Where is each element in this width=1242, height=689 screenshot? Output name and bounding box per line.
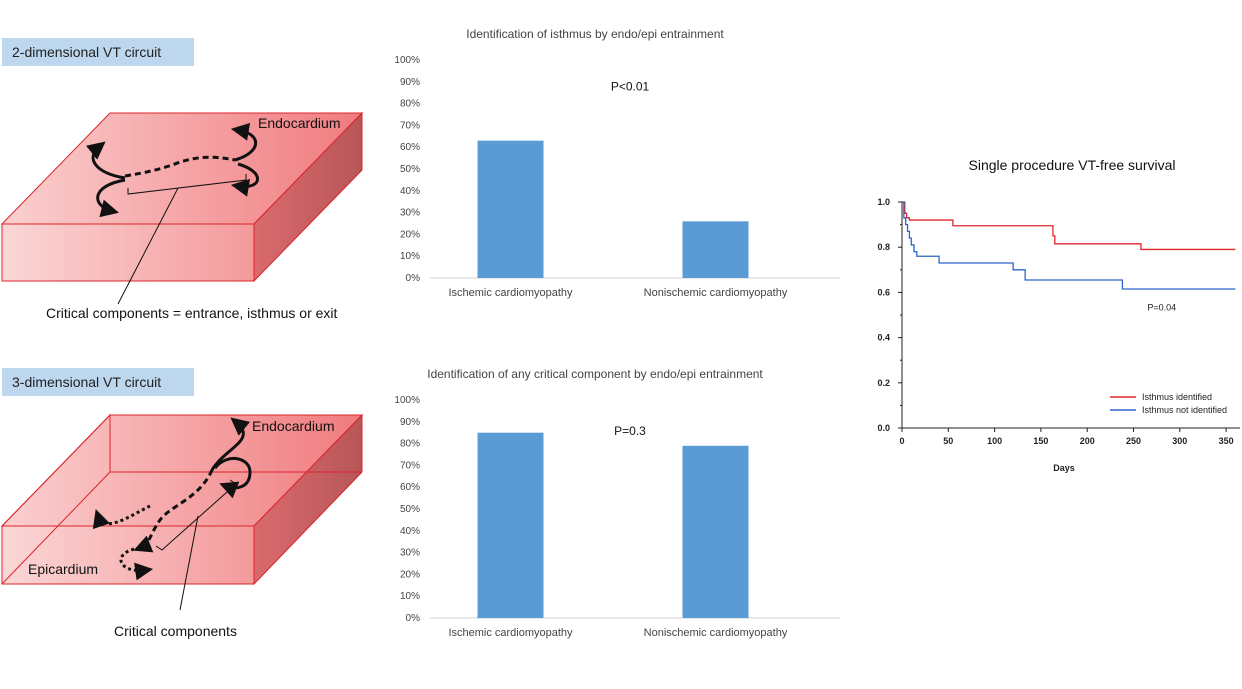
x-tick-label: 200 bbox=[1080, 436, 1095, 446]
bar bbox=[682, 445, 749, 618]
callout-line bbox=[117, 187, 179, 305]
y-tick-label: 100% bbox=[394, 395, 420, 406]
y-tick-label: 30% bbox=[400, 548, 420, 559]
y-tick-label: 0% bbox=[406, 273, 421, 284]
y-tick-label: 80% bbox=[400, 99, 420, 110]
slab3-hidden-edges bbox=[1, 413, 111, 585]
y-tick-label: 90% bbox=[400, 417, 420, 428]
y-tick-label: 0.6 bbox=[877, 287, 890, 297]
y-tick-label: 1.0 bbox=[877, 197, 890, 207]
component-bracket bbox=[155, 479, 237, 551]
y-tick-label: 40% bbox=[400, 186, 420, 197]
y-tick-label: 20% bbox=[400, 569, 420, 580]
p-value-annotation: P<0.01 bbox=[611, 80, 650, 94]
x-tick-label: 100 bbox=[987, 436, 1002, 446]
bar-chart-title: Identification of isthmus by endo/epi en… bbox=[466, 27, 724, 41]
x-axis-label: Days bbox=[1053, 463, 1075, 473]
bar bbox=[477, 140, 544, 278]
callout-line-3d bbox=[179, 515, 199, 611]
survival-chart-title: Single procedure VT-free survival bbox=[969, 157, 1176, 173]
y-tick-label: 80% bbox=[400, 439, 420, 450]
isthmus-bracket bbox=[127, 174, 247, 195]
category-label: Nonischemic cardiomyopathy bbox=[644, 287, 788, 299]
x-tick-label: 0 bbox=[899, 436, 904, 446]
circuit-2d-label: 2-dimensional VT circuit bbox=[2, 38, 194, 66]
reentry-arrows bbox=[85, 122, 259, 218]
y-tick-label: 10% bbox=[400, 591, 420, 602]
category-label: Ischemic cardiomyopathy bbox=[448, 287, 573, 299]
survival-curve bbox=[902, 201, 1236, 251]
survival-chart: Single procedure VT-free survival 0.0 0.2 0… bbox=[877, 157, 1240, 473]
category-label: Nonischemic cardiomyopathy bbox=[644, 627, 788, 639]
circuit-3d-diagram: Endocardium Epicardium Critical componen… bbox=[0, 413, 364, 639]
legend-label: Isthmus identified bbox=[1142, 392, 1212, 402]
bar-chart-title: Identification of any critical component… bbox=[427, 367, 763, 381]
circuit-2d-diagram: Endocardium Critical components = entran… bbox=[0, 111, 364, 321]
slab-front-face bbox=[1, 223, 255, 282]
y-tick-label: 70% bbox=[400, 460, 420, 471]
y-tick-label: 0.4 bbox=[877, 333, 890, 343]
bar-chart-critical-component: Identification of any critical component… bbox=[394, 367, 840, 639]
x-tick-label: 350 bbox=[1219, 436, 1234, 446]
y-tick-label: 10% bbox=[400, 251, 420, 262]
critical-components-caption: Critical components = entrance, isthmus … bbox=[46, 305, 338, 321]
slab-side-face bbox=[253, 111, 363, 283]
epicardium-label: Epicardium bbox=[28, 561, 98, 577]
legend-label: Isthmus not identified bbox=[1142, 405, 1227, 415]
y-tick-label: 40% bbox=[400, 526, 420, 537]
x-tick-label: 50 bbox=[943, 436, 953, 446]
y-tick-label: 0.8 bbox=[877, 242, 890, 252]
circuit-3d-label: 3-dimensional VT circuit bbox=[2, 368, 194, 396]
y-tick-label: 0.2 bbox=[877, 378, 890, 388]
y-tick-label: 0% bbox=[406, 613, 421, 624]
y-tick-label: 90% bbox=[400, 77, 420, 88]
x-tick-label: 250 bbox=[1126, 436, 1141, 446]
y-tick-label: 50% bbox=[400, 504, 420, 515]
p-value-annotation: P=0.3 bbox=[614, 424, 646, 438]
y-tick-label: 70% bbox=[400, 120, 420, 131]
x-tick-label: 300 bbox=[1172, 436, 1187, 446]
critical-components-caption-3d: Critical components bbox=[114, 623, 237, 639]
y-tick-label: 30% bbox=[400, 208, 420, 219]
y-tick-label: 100% bbox=[394, 55, 420, 66]
y-tick-label: 50% bbox=[400, 164, 420, 175]
bar bbox=[477, 432, 544, 618]
survival-curve bbox=[902, 201, 1236, 290]
bar bbox=[682, 221, 749, 278]
p-value-annotation: P=0.04 bbox=[1147, 302, 1176, 312]
x-tick-label: 150 bbox=[1033, 436, 1048, 446]
endocardium-label-3d: Endocardium bbox=[252, 418, 335, 434]
endocardium-label: Endocardium bbox=[258, 115, 341, 131]
y-tick-label: 60% bbox=[400, 142, 420, 153]
y-tick-label: 60% bbox=[400, 482, 420, 493]
y-tick-label: 20% bbox=[400, 229, 420, 240]
reentry-arrows-3d bbox=[92, 417, 252, 581]
bar-chart-isthmus: Identification of isthmus by endo/epi en… bbox=[394, 27, 840, 299]
y-tick-label: 0.0 bbox=[877, 423, 890, 433]
category-label: Ischemic cardiomyopathy bbox=[448, 627, 573, 639]
